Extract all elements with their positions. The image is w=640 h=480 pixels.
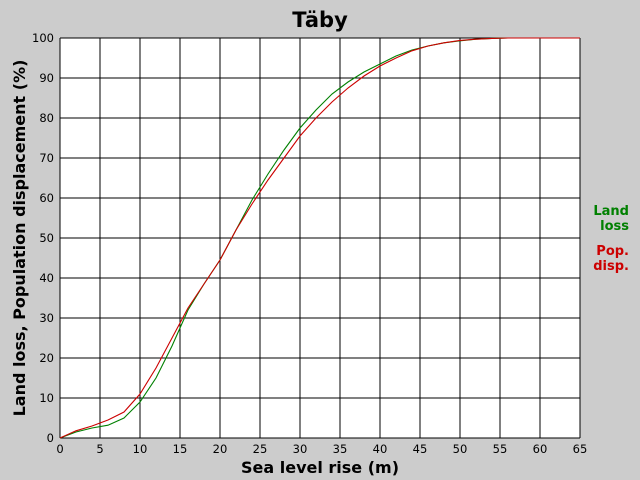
legend-entry-land-loss: Land: [593, 204, 629, 219]
x-tick-label: 10: [133, 442, 148, 456]
y-tick-label: 60: [39, 191, 54, 205]
x-tick-label: 15: [173, 442, 188, 456]
legend-entry-pop-disp: Pop.: [596, 244, 629, 259]
x-tick-label: 25: [253, 442, 268, 456]
y-tick-label: 100: [32, 31, 54, 45]
x-tick-label: 60: [533, 442, 548, 456]
x-tick-label: 0: [56, 442, 63, 456]
x-axis-label: Sea level rise (m): [241, 458, 399, 477]
y-tick-label: 10: [39, 391, 54, 405]
x-tick-label: 50: [453, 442, 468, 456]
y-tick-label: 30: [39, 311, 54, 325]
y-tick-label: 90: [39, 71, 54, 85]
legend-entry-pop-disp: disp.: [593, 259, 629, 274]
legend-entry-land-loss: loss: [600, 219, 629, 234]
x-tick-label: 55: [493, 442, 508, 456]
grid-lines: [59, 37, 581, 439]
y-tick-label: 50: [39, 231, 54, 245]
y-axis-label: Land loss, Population displacement (%): [10, 60, 29, 417]
x-tick-label: 5: [96, 442, 103, 456]
y-tick-label: 80: [39, 111, 54, 125]
tick-labels: 0 5 10 15 20 25 30 35 40 45 50 55 60 65 0 10 20 30 40 50 60 7…: [32, 31, 587, 456]
x-tick-label: 40: [373, 442, 388, 456]
x-tick-label: 30: [293, 442, 308, 456]
x-tick-label: 65: [573, 442, 588, 456]
chart-title: Täby: [292, 8, 348, 32]
series-line-pop-disp: [59, 37, 580, 439]
y-tick-label: 70: [39, 151, 54, 165]
y-tick-label: 0: [47, 431, 54, 445]
x-tick-label: 20: [213, 442, 228, 456]
y-tick-label: 40: [39, 271, 54, 285]
y-tick-label: 20: [39, 351, 54, 365]
x-tick-label: 45: [413, 442, 428, 456]
series-layer: [59, 37, 580, 439]
x-tick-label: 35: [333, 442, 348, 456]
